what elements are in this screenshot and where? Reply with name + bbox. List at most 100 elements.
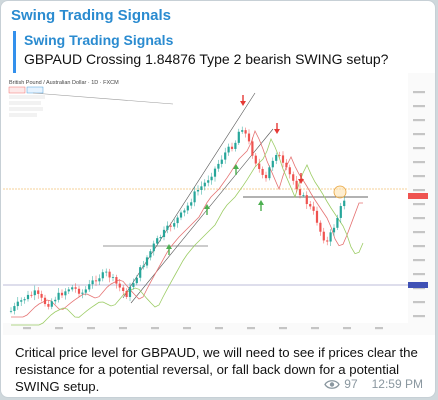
candle-body <box>139 267 142 278</box>
indicator-line-2 <box>9 101 41 105</box>
price-chart: British Pound / Australian Dollar · 1D ·… <box>3 73 435 335</box>
price-tick <box>413 315 425 318</box>
arrow-down-icon <box>274 129 280 134</box>
sell-box <box>8 86 26 94</box>
candle-body <box>217 163 220 169</box>
top-trendline <box>32 92 174 105</box>
candle-body <box>220 159 223 164</box>
candle-body <box>326 240 329 242</box>
candle-body <box>101 272 104 279</box>
candle-body <box>315 210 319 223</box>
arrow-up-icon <box>166 244 172 249</box>
candle-body <box>237 131 240 143</box>
candle-body <box>213 168 217 177</box>
moving-average-fast <box>11 129 363 318</box>
price-tick <box>413 119 425 122</box>
candle-body <box>135 277 138 284</box>
time-tick <box>23 327 31 330</box>
candle-body <box>37 290 40 294</box>
candle-body <box>91 280 94 285</box>
candle-body <box>179 212 183 218</box>
candle-body <box>278 155 281 156</box>
signal-arrows <box>166 95 304 255</box>
candle-body <box>16 301 19 307</box>
price-tick <box>413 91 425 94</box>
candle-body <box>105 271 108 273</box>
candle-body <box>84 289 87 293</box>
candle-body <box>145 257 149 266</box>
candle-body <box>302 195 305 196</box>
reply-quote[interactable]: Swing Trading Signals GBPAUD Crossing 1.… <box>13 31 423 73</box>
candle-body <box>210 176 213 181</box>
candle-body <box>50 301 53 307</box>
candle-body <box>183 210 186 213</box>
candle-body <box>186 205 189 211</box>
channel-title[interactable]: Swing Trading Signals <box>11 7 172 24</box>
level-price-tag <box>408 282 428 288</box>
candle-body <box>244 130 247 134</box>
arrow-down-icon <box>240 101 246 106</box>
highlight-circle <box>333 185 347 199</box>
price-tick <box>413 203 425 206</box>
candle-body <box>176 217 179 224</box>
candle-body <box>190 202 193 206</box>
candle-body <box>275 155 278 161</box>
time-tick <box>311 327 319 330</box>
time-tick <box>343 327 351 330</box>
time-tick <box>183 327 191 330</box>
time-axis-ticks <box>23 327 383 330</box>
candle-body <box>33 290 36 296</box>
candle-body <box>305 195 308 205</box>
candle-body <box>9 310 13 312</box>
candle-body <box>166 225 169 230</box>
chart-image[interactable]: British Pound / Australian Dollar · 1D ·… <box>3 73 435 335</box>
candle-body <box>162 229 166 238</box>
candle-body <box>271 160 274 168</box>
time-tick <box>247 327 255 330</box>
candle-body <box>108 271 111 278</box>
time-tick <box>119 327 127 330</box>
candle-body <box>13 306 16 311</box>
price-tick <box>413 217 425 220</box>
time-tick <box>279 327 287 330</box>
candle-body <box>322 231 325 241</box>
candle-body <box>295 180 298 190</box>
candle-body <box>227 146 230 153</box>
candlesticks <box>9 126 346 315</box>
candle-body <box>118 283 121 288</box>
arrow-up-icon <box>204 204 210 209</box>
candle-body <box>115 277 118 284</box>
candle-body <box>207 180 210 183</box>
candle-body <box>234 142 237 149</box>
candle-body <box>156 238 159 244</box>
candle-body <box>128 286 132 297</box>
candle-body <box>149 251 152 258</box>
candle-body <box>336 217 339 228</box>
candle-body <box>268 167 271 179</box>
price-tick <box>413 259 425 262</box>
time-tick <box>375 327 383 330</box>
candle-body <box>241 130 244 132</box>
candle-body <box>142 265 145 268</box>
price-tick <box>413 161 425 164</box>
candle-body <box>247 133 251 142</box>
candle-body <box>159 237 162 239</box>
candle-body <box>20 300 23 302</box>
candle-body <box>264 174 268 179</box>
candle-body <box>332 227 336 233</box>
arrow-down-icon <box>298 179 304 184</box>
message-meta: 97 12:59 PM <box>324 377 423 391</box>
time-tick <box>151 327 159 330</box>
candle-body <box>57 292 60 300</box>
candle-body <box>319 222 322 232</box>
time-tick <box>215 327 223 330</box>
indicator-line-4 <box>9 113 37 117</box>
price-tick <box>413 189 425 192</box>
price-tick <box>413 147 425 150</box>
reply-author: Swing Trading Signals <box>24 32 174 48</box>
eye-icon <box>324 379 341 389</box>
candle-body <box>60 292 64 296</box>
price-tick <box>413 105 425 108</box>
candle-body <box>71 287 74 290</box>
